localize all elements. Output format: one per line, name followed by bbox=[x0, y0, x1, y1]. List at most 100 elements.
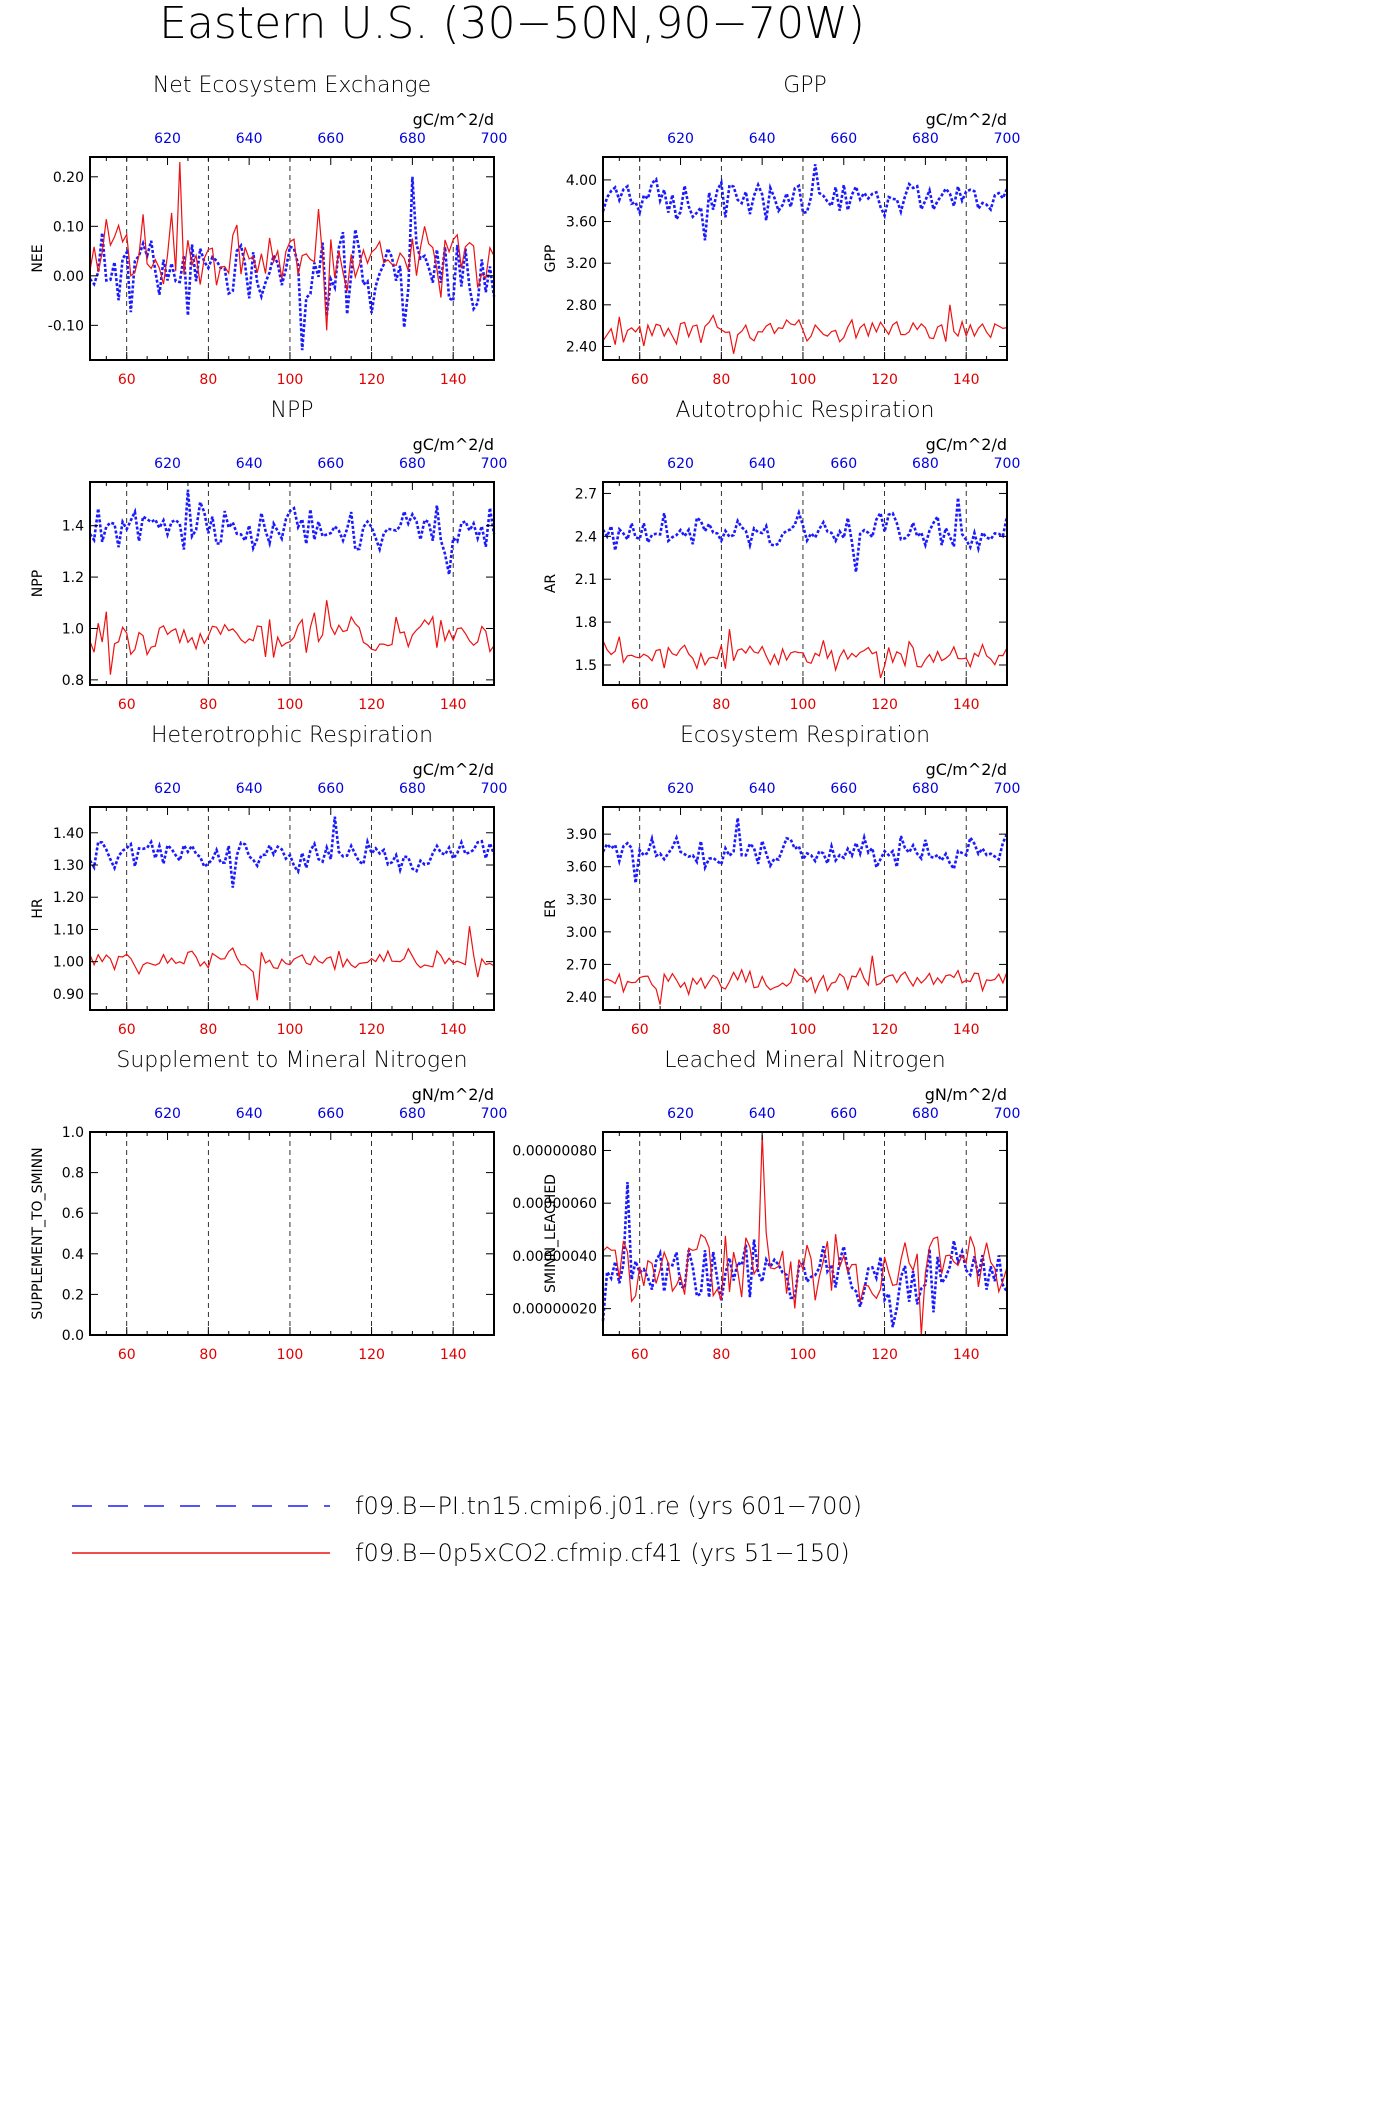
x-tick-label-bottom: 60 bbox=[631, 1022, 649, 1038]
x-tick-label-top: 680 bbox=[912, 781, 939, 797]
plot-frame bbox=[602, 481, 1008, 686]
panel-autotrophic-respiration: Autotrophic Respiration gC/m^2/d AR 60 80 100… bbox=[543, 398, 1020, 713]
units-label: gC/m^2/d bbox=[413, 110, 494, 129]
x-tick-label-top: 620 bbox=[667, 1106, 694, 1122]
figure: Eastern U.S. (30−50N,90−70W) Net Ecosyst… bbox=[30, 0, 1020, 1567]
x-tick-label-bottom: 140 bbox=[953, 697, 980, 713]
figure-title: Eastern U.S. (30−50N,90−70W) bbox=[159, 0, 865, 49]
x-tick-label-top: 700 bbox=[994, 131, 1021, 147]
x-tick-label-top: 640 bbox=[749, 781, 776, 797]
series-line-pi-control bbox=[601, 817, 1009, 884]
y-axis-label: GPP bbox=[543, 245, 559, 273]
y-axis-label: AR bbox=[543, 574, 559, 594]
panel-title-autotrophic-respiration: Autotrophic Respiration bbox=[676, 398, 935, 423]
y-tick-label: -0.10 bbox=[48, 318, 84, 334]
y-axis-label: NPP bbox=[30, 570, 46, 597]
x-tick-label-bottom: 100 bbox=[277, 372, 304, 388]
y-tick-label: 1.10 bbox=[53, 922, 84, 938]
y-tick-label: 0.00000020 bbox=[512, 1302, 597, 1318]
legend: f09.B−PI.tn15.cmip6.j01.re (yrs 601−700)… bbox=[72, 1492, 862, 1567]
x-tick-label-top: 660 bbox=[830, 1106, 857, 1122]
x-tick-label-top: 660 bbox=[317, 781, 344, 797]
y-axis-label: SMINN_LEACHED bbox=[543, 1174, 559, 1293]
x-tick-label-bottom: 100 bbox=[790, 1347, 817, 1363]
y-tick-label: 1.40 bbox=[53, 826, 84, 842]
x-tick-label-bottom: 80 bbox=[199, 697, 217, 713]
plot-frame bbox=[602, 1131, 1008, 1336]
x-tick-label-top: 700 bbox=[481, 1106, 508, 1122]
y-axis-label: SUPPLEMENT_TO_SMINN bbox=[30, 1147, 46, 1319]
x-tick-label-bottom: 120 bbox=[358, 372, 385, 388]
panel-net-ecosystem-exchange: Net Ecosystem Exchange gC/m^2/d NEE 60 80 100… bbox=[30, 73, 507, 388]
y-tick-label: 0.00000040 bbox=[512, 1249, 597, 1265]
x-tick-label-bottom: 60 bbox=[118, 372, 136, 388]
panel-title-ecosystem-respiration: Ecosystem Respiration bbox=[680, 723, 930, 748]
x-tick-label-bottom: 100 bbox=[790, 697, 817, 713]
x-tick-label-top: 700 bbox=[994, 781, 1021, 797]
series-line-pi-control bbox=[601, 497, 1009, 573]
panels: Net Ecosystem Exchange gC/m^2/d NEE 60 80 100… bbox=[30, 73, 1020, 1363]
panel-heterotrophic-respiration: Heterotrophic Respiration gC/m^2/d HR 60 80 1… bbox=[30, 723, 507, 1038]
legend-label-pi: f09.B−PI.tn15.cmip6.j01.re (yrs 601−700) bbox=[355, 1492, 862, 1520]
units-label: gC/m^2/d bbox=[926, 110, 1007, 129]
y-tick-label: 1.00 bbox=[53, 955, 84, 971]
x-tick-label-top: 620 bbox=[154, 131, 181, 147]
y-tick-label: 0.0 bbox=[62, 1328, 84, 1344]
x-tick-label-bottom: 80 bbox=[199, 1022, 217, 1038]
y-tick-label: 0.90 bbox=[53, 987, 84, 1003]
x-tick-label-top: 640 bbox=[236, 456, 263, 472]
x-tick-label-bottom: 60 bbox=[631, 1347, 649, 1363]
x-tick-label-top: 700 bbox=[481, 456, 508, 472]
x-tick-label-bottom: 120 bbox=[871, 372, 898, 388]
x-tick-label-bottom: 80 bbox=[712, 1022, 730, 1038]
x-tick-label-bottom: 140 bbox=[440, 372, 467, 388]
units-label: gC/m^2/d bbox=[413, 435, 494, 454]
x-tick-label-bottom: 100 bbox=[790, 372, 817, 388]
plot-frame bbox=[89, 481, 495, 686]
x-tick-label-top: 680 bbox=[399, 456, 426, 472]
x-tick-label-bottom: 100 bbox=[277, 697, 304, 713]
x-tick-label-bottom: 140 bbox=[440, 1022, 467, 1038]
y-tick-label: 0.8 bbox=[62, 1166, 84, 1182]
y-tick-label: 0.6 bbox=[62, 1206, 84, 1222]
x-tick-label-bottom: 60 bbox=[631, 372, 649, 388]
x-tick-label-top: 660 bbox=[317, 131, 344, 147]
y-tick-label: 2.40 bbox=[566, 990, 597, 1006]
series-line-pi-control bbox=[88, 489, 496, 575]
x-tick-label-top: 640 bbox=[236, 131, 263, 147]
panel-supplement-to-mineral-nitrogen: Supplement to Mineral Nitrogen gN/m^2/d SU… bbox=[30, 1048, 507, 1363]
x-tick-label-top: 640 bbox=[236, 781, 263, 797]
x-tick-label-top: 700 bbox=[994, 1106, 1021, 1122]
series-line-pi-control bbox=[601, 164, 1009, 241]
y-tick-label: 0.10 bbox=[53, 219, 84, 235]
x-tick-label-bottom: 60 bbox=[631, 697, 649, 713]
x-tick-label-top: 700 bbox=[994, 456, 1021, 472]
y-tick-label: 3.60 bbox=[566, 860, 597, 876]
y-tick-label: 1.0 bbox=[62, 1125, 84, 1141]
x-tick-label-bottom: 140 bbox=[953, 1347, 980, 1363]
series-line-05xco2 bbox=[602, 1134, 1008, 1336]
units-label: gC/m^2/d bbox=[926, 435, 1007, 454]
x-tick-label-bottom: 120 bbox=[871, 1347, 898, 1363]
x-tick-label-top: 680 bbox=[399, 781, 426, 797]
panel-title-heterotrophic-respiration: Heterotrophic Respiration bbox=[151, 723, 433, 748]
y-tick-label: 1.20 bbox=[53, 890, 84, 906]
y-tick-label: 2.80 bbox=[566, 298, 597, 314]
y-tick-label: 2.1 bbox=[575, 572, 597, 588]
x-tick-label-top: 660 bbox=[830, 781, 857, 797]
x-tick-label-bottom: 120 bbox=[358, 697, 385, 713]
y-tick-label: 0.00000080 bbox=[512, 1143, 597, 1159]
plot-frame bbox=[89, 156, 495, 361]
x-tick-label-bottom: 120 bbox=[871, 697, 898, 713]
x-tick-label-top: 700 bbox=[481, 781, 508, 797]
panel-gpp: GPP gC/m^2/d GPP 60 80 100 120 140 620 640 660 680 7… bbox=[543, 73, 1020, 388]
x-tick-label-bottom: 100 bbox=[277, 1022, 304, 1038]
panel-title-supplement-to-mineral-nitrogen: Supplement to Mineral Nitrogen bbox=[116, 1048, 467, 1073]
series-line-05xco2 bbox=[602, 629, 1008, 679]
y-tick-label: 3.90 bbox=[566, 827, 597, 843]
x-tick-label-top: 680 bbox=[399, 1106, 426, 1122]
plot-frame bbox=[89, 1131, 495, 1336]
units-label: gN/m^2/d bbox=[925, 1085, 1007, 1104]
series-line-05xco2 bbox=[602, 955, 1008, 1005]
x-tick-label-bottom: 120 bbox=[358, 1022, 385, 1038]
